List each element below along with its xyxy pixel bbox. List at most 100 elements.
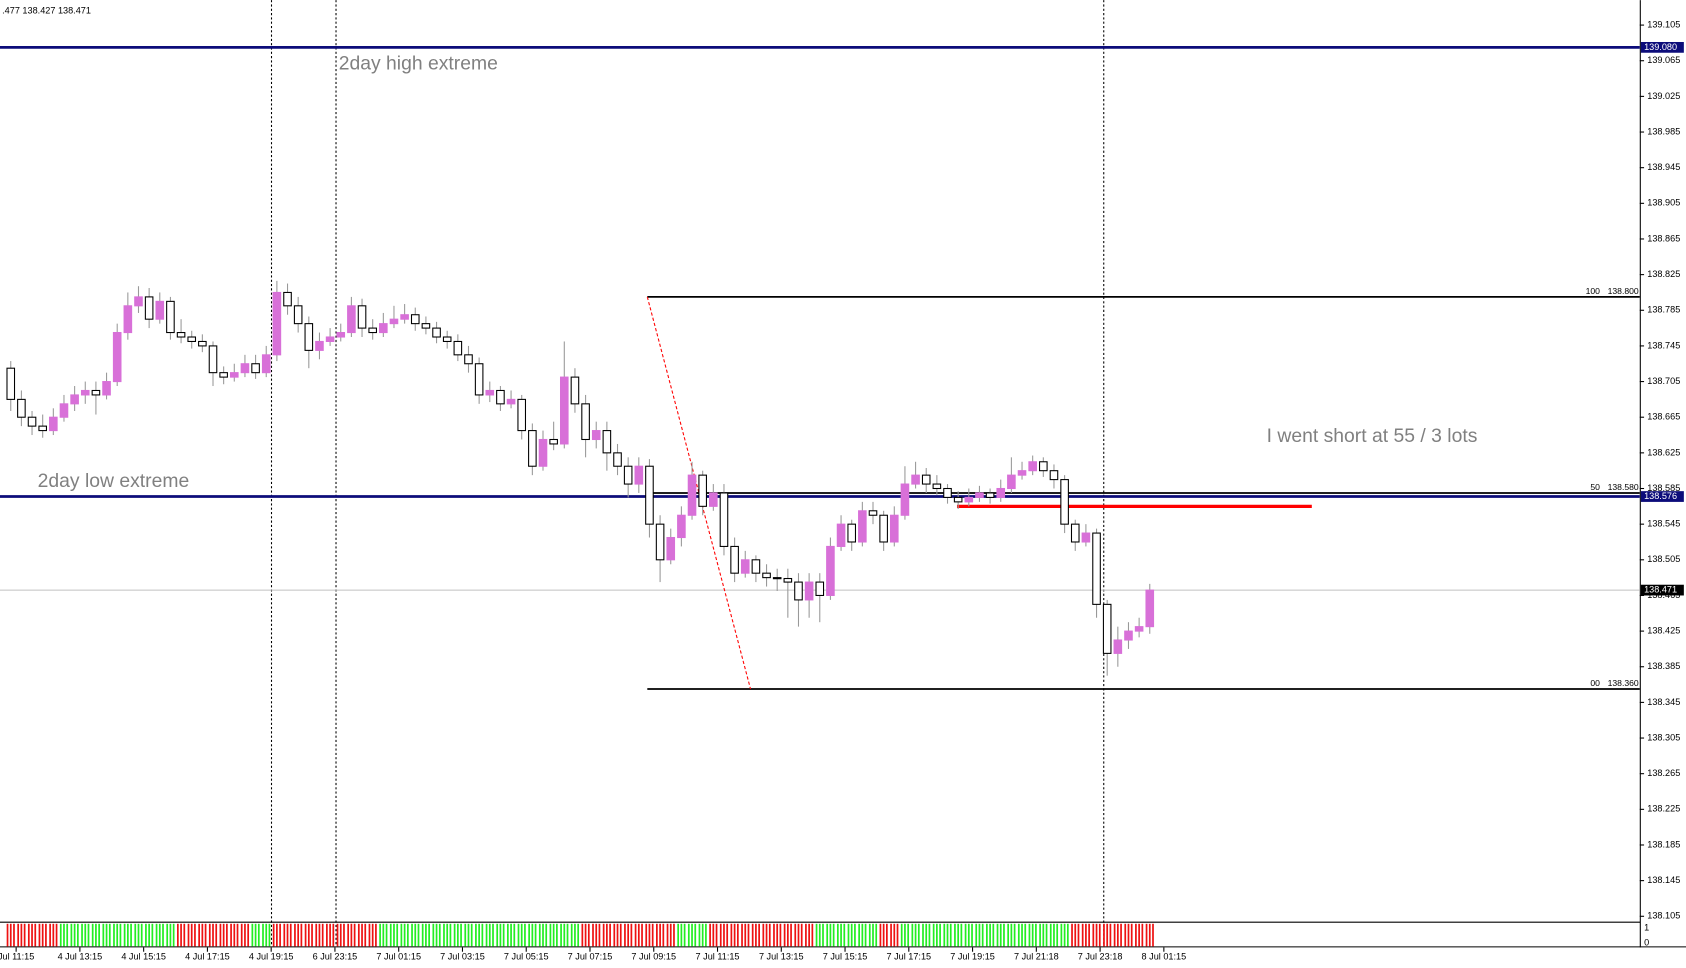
candle-body bbox=[836, 523, 846, 547]
candle-body bbox=[315, 340, 324, 351]
candle-body bbox=[879, 514, 888, 543]
candle-body bbox=[581, 403, 590, 441]
candle-body bbox=[900, 483, 910, 516]
candle-body bbox=[453, 340, 463, 356]
candle-body bbox=[70, 394, 79, 405]
candle-body bbox=[325, 336, 335, 342]
candle-body bbox=[17, 398, 26, 418]
candle-body bbox=[379, 323, 388, 334]
candle-body bbox=[975, 492, 984, 498]
x-tick-label: 4 Jul 15:15 bbox=[121, 952, 166, 962]
y-tick-label: 138.785 bbox=[1647, 305, 1680, 315]
x-tick-label: 7 Jul 03:15 bbox=[440, 952, 485, 962]
candle-body bbox=[740, 559, 750, 574]
candle-body bbox=[272, 291, 282, 356]
candle-body bbox=[1081, 532, 1091, 543]
y-tick-label: 138.385 bbox=[1647, 661, 1680, 671]
y-tick-label: 138.745 bbox=[1647, 340, 1680, 350]
candle-body bbox=[911, 474, 920, 485]
candle-body bbox=[485, 389, 495, 396]
candle-body bbox=[261, 354, 271, 374]
candle-body bbox=[591, 430, 601, 441]
candle-body bbox=[932, 483, 942, 490]
y-tick-label: 138.665 bbox=[1647, 412, 1680, 422]
candle-body bbox=[1145, 589, 1155, 628]
candle-body bbox=[613, 452, 622, 467]
candle-body bbox=[389, 318, 399, 325]
candle-body bbox=[102, 381, 111, 396]
y-tick-label: 138.545 bbox=[1647, 519, 1680, 529]
candle-body bbox=[602, 430, 612, 454]
y-tick-label: 138.185 bbox=[1647, 839, 1680, 849]
candle-body bbox=[1092, 532, 1101, 605]
candle-body bbox=[559, 376, 569, 445]
candle-body bbox=[1007, 474, 1016, 490]
candle-body bbox=[666, 536, 676, 561]
candle-body bbox=[847, 523, 857, 543]
candle-body bbox=[112, 332, 122, 383]
fibo-price-label: 138.580 bbox=[1608, 482, 1639, 492]
candle-body bbox=[336, 332, 346, 338]
x-tick-label: 7 Jul 13:15 bbox=[759, 952, 804, 962]
y-tick-label: 139.025 bbox=[1647, 91, 1680, 101]
y-tick-label: 138.265 bbox=[1647, 768, 1680, 778]
fibo-level-name: 100 bbox=[1586, 286, 1601, 296]
candle-body bbox=[645, 465, 654, 525]
x-tick-label: Jul 11:15 bbox=[0, 952, 34, 962]
candle-body bbox=[985, 492, 995, 498]
candle-body bbox=[698, 474, 707, 507]
candle-body bbox=[858, 510, 867, 543]
candle-body bbox=[474, 363, 484, 396]
candle-body bbox=[368, 327, 377, 334]
candle-body bbox=[1113, 639, 1123, 654]
y-tick-label: 138.585 bbox=[1647, 483, 1680, 493]
candle-body bbox=[655, 523, 665, 561]
candle-body bbox=[517, 398, 527, 432]
y-tick-label: 138.985 bbox=[1647, 126, 1680, 136]
y-tick-label: 138.705 bbox=[1647, 376, 1680, 386]
candle-body bbox=[943, 487, 952, 498]
candle-body bbox=[304, 323, 314, 351]
indicator-tick-label: 0 bbox=[1644, 938, 1649, 948]
candle-body bbox=[1060, 479, 1069, 525]
x-tick-label: 4 Jul 13:15 bbox=[58, 952, 103, 962]
candle-body bbox=[709, 492, 718, 507]
candle-body bbox=[293, 305, 303, 325]
candle-body bbox=[868, 510, 878, 516]
candle-body bbox=[198, 340, 207, 347]
annotation-high: 2day high extreme bbox=[339, 53, 498, 75]
indicator-tick-label: 1 bbox=[1644, 922, 1649, 932]
candle-body bbox=[6, 367, 16, 400]
candle-body bbox=[176, 332, 186, 338]
price-tag bbox=[1640, 41, 1684, 53]
candle-body bbox=[442, 336, 452, 342]
candle-body bbox=[826, 545, 835, 596]
candle-body bbox=[208, 345, 218, 374]
candle-body bbox=[1039, 461, 1048, 472]
candle-body bbox=[187, 336, 197, 342]
y-tick-label: 138.825 bbox=[1647, 269, 1680, 279]
y-tick-label: 138.505 bbox=[1647, 554, 1680, 564]
ohlc-header: .477 138.427 138.471 bbox=[2, 5, 91, 15]
candle-body bbox=[38, 425, 47, 432]
x-tick-label: 4 Jul 19:15 bbox=[249, 952, 294, 962]
x-tick-label: 8 Jul 01:15 bbox=[1142, 952, 1187, 962]
candle-body bbox=[91, 389, 101, 396]
x-tick-label: 7 Jul 01:15 bbox=[376, 952, 421, 962]
candle-body bbox=[219, 372, 228, 378]
candle-body bbox=[1070, 523, 1080, 543]
candle-body bbox=[464, 354, 473, 365]
fibo-price-label: 138.800 bbox=[1608, 286, 1639, 296]
x-tick-label: 7 Jul 19:15 bbox=[950, 952, 995, 962]
y-tick-label: 138.425 bbox=[1647, 626, 1680, 636]
price-tag-label: 138.471 bbox=[1644, 585, 1677, 595]
candle-body bbox=[751, 559, 761, 574]
candle-body bbox=[27, 416, 37, 427]
x-tick-label: 4 Jul 17:15 bbox=[185, 952, 230, 962]
candle-body bbox=[953, 496, 963, 503]
x-tick-label: 7 Jul 07:15 bbox=[568, 952, 613, 962]
x-tick-label: 7 Jul 05:15 bbox=[504, 952, 549, 962]
x-tick-label: 7 Jul 15:15 bbox=[823, 952, 868, 962]
